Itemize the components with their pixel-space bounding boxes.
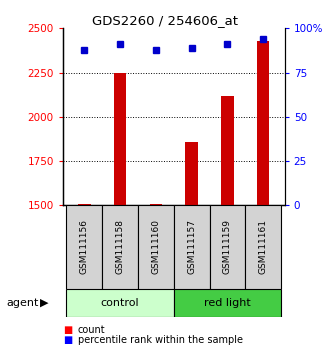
Bar: [185, 142, 198, 205]
Text: red light: red light: [204, 298, 251, 308]
Bar: [210, 205, 245, 289]
Bar: [78, 204, 91, 205]
Bar: [67, 205, 102, 289]
Text: GSM111156: GSM111156: [80, 219, 89, 274]
Bar: [138, 205, 174, 289]
Bar: [174, 289, 281, 317]
Bar: [221, 96, 234, 205]
Text: GSM111159: GSM111159: [223, 219, 232, 274]
Bar: [174, 205, 210, 289]
Text: count: count: [78, 325, 105, 335]
Bar: [67, 289, 174, 317]
Text: GDS2260 / 254606_at: GDS2260 / 254606_at: [92, 14, 239, 27]
Text: percentile rank within the sample: percentile rank within the sample: [78, 335, 243, 345]
Text: ■: ■: [63, 335, 72, 345]
Text: ▶: ▶: [40, 298, 49, 308]
Text: GSM111160: GSM111160: [151, 219, 161, 274]
Bar: [114, 73, 126, 205]
Text: GSM111158: GSM111158: [116, 219, 124, 274]
Text: agent: agent: [7, 298, 39, 308]
Text: GSM111161: GSM111161: [259, 219, 268, 274]
Bar: [150, 204, 162, 205]
Bar: [102, 205, 138, 289]
Bar: [245, 205, 281, 289]
Bar: [257, 41, 269, 205]
Text: control: control: [101, 298, 139, 308]
Text: GSM111157: GSM111157: [187, 219, 196, 274]
Text: ■: ■: [63, 325, 72, 335]
